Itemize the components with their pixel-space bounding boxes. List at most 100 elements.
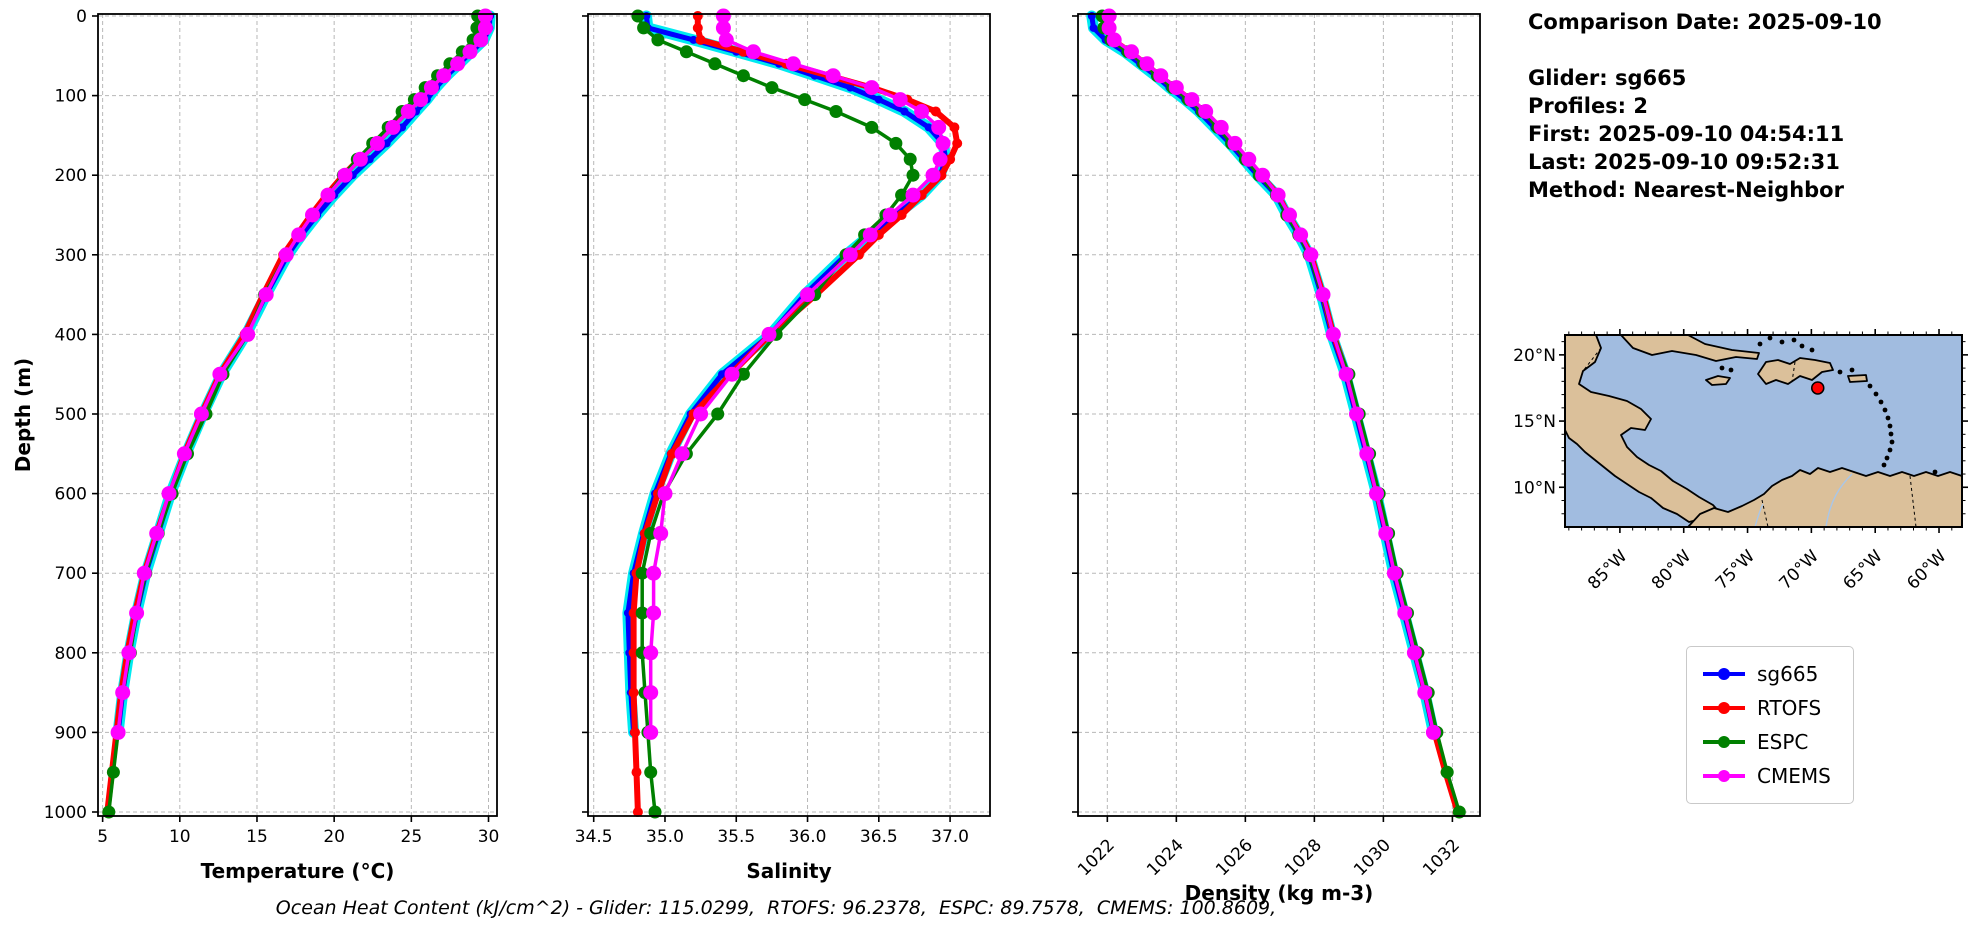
series-line-sg665 [1089,13,1436,735]
series-marker-CMEMS [1101,8,1117,24]
x-tick-label: 35.0 [646,827,684,847]
x-tick-label: 5 [97,827,108,847]
map-lon-label: 70°W [1776,546,1823,593]
interpolation-method: Method: Nearest-Neighbor [1528,178,1844,202]
legend-entry-CMEMS: CMEMS [1701,759,1839,793]
small-island [1837,369,1843,375]
series-marker-CMEMS [882,207,898,223]
series-marker-CMEMS [1406,645,1422,661]
series-marker-CMEMS [193,406,209,422]
series-marker-ESPC [106,765,120,779]
legend-label: sg665 [1757,662,1819,686]
series-marker-ESPC [637,21,651,35]
small-island [1849,367,1855,373]
y-axis-label: Depth (m) [11,358,35,472]
y-tick-label: 1000 [44,803,87,823]
series-marker-CMEMS [800,287,815,303]
series-marker-CMEMS [646,605,662,621]
legend-label: ESPC [1757,730,1809,754]
x-tick-label: 1024 [1143,835,1188,880]
series-marker-CMEMS [369,135,385,151]
series-marker-CMEMS [905,187,921,203]
series-marker-ESPC [708,57,722,71]
y-tick-label: 500 [55,405,87,425]
series-marker-RTOFS [945,154,956,165]
series-marker-ESPC [895,188,909,202]
series-marker-CMEMS [129,605,145,621]
x-axis-label: Temperature (°C) [201,859,395,883]
series-marker-CMEMS [862,227,878,243]
x-tick-label: 1028 [1281,835,1326,880]
series-line-CMEMS [648,14,945,735]
series-marker-CMEMS [1282,207,1297,223]
x-tick-label: 1022 [1074,835,1119,880]
series-marker-RTOFS [628,608,639,618]
series-marker-sg665 [874,95,883,104]
series-marker-CMEMS [1198,104,1214,119]
border-venezuela-guyana [1909,475,1917,528]
x-tick-label: 34.5 [575,827,613,847]
x-tick-label: 35.5 [717,827,755,847]
series-marker-ESPC [889,136,903,150]
series-marker-CMEMS [1101,20,1117,36]
series-marker-RTOFS [632,807,643,817]
comparison-info-block: Comparison Date: 2025-09-10 Glider: sg66… [1528,8,1978,204]
small-island [1779,339,1785,345]
series-marker-CMEMS [1293,227,1309,243]
series-marker-CMEMS [1153,68,1169,84]
legend-label: CMEMS [1757,764,1831,788]
series-marker-ESPC [651,33,665,47]
series-marker-CMEMS [1386,565,1402,581]
series-marker-sg665 [900,107,909,116]
land-central-america [1564,334,1722,524]
glider-name: Glider: sg665 [1528,66,1687,90]
series-marker-CMEMS [1213,119,1229,135]
series-marker-CMEMS [657,486,673,502]
series-marker-CMEMS [914,104,930,119]
land-cuba [1620,334,1760,362]
map-lon-label: 80°W [1648,546,1695,593]
small-island [1791,337,1797,343]
series-marker-CMEMS [385,119,401,135]
legend-line-sample [1703,736,1745,748]
small-island [1887,423,1893,429]
series-marker-CMEMS [842,247,858,263]
plot-frame [587,13,991,817]
small-island [1887,447,1893,453]
small-island [1809,347,1815,353]
land-hispaniola [1757,357,1834,385]
x-tick-label: 25 [401,827,423,847]
x-tick-label: 1030 [1350,835,1395,880]
small-island [1867,383,1873,389]
series-marker-CMEMS [1139,56,1155,72]
series-marker-RTOFS [692,22,703,33]
series-marker-ESPC [903,152,917,166]
river-magdalena [1754,503,1764,528]
series-marker-CMEMS [352,151,368,167]
series-marker-CMEMS [715,20,731,36]
series-marker-CMEMS [212,366,228,382]
series-marker-sg665 [924,123,933,132]
series-marker-RTOFS [628,647,639,658]
legend-marker [1718,770,1730,782]
y-tick-label: 700 [55,564,87,584]
series-marker-CMEMS [149,525,165,541]
series-marker-RTOFS [896,210,907,220]
map-lon-label: 65°W [1839,546,1886,593]
x-tick-label: 15 [246,827,268,847]
series-marker-CMEMS [400,104,416,119]
series-marker-CMEMS [477,20,493,36]
y-tick-label: 100 [55,87,87,107]
x-axis-label: Density (kg m-3) [1185,881,1374,905]
glider-envelope-line [1086,10,1439,738]
series-marker-CMEMS [925,167,941,183]
series-marker-CMEMS [1270,187,1286,203]
series-marker-CMEMS [715,8,731,24]
series-marker-CMEMS [110,724,126,740]
series-marker-CMEMS [1106,32,1122,48]
small-island [1719,365,1725,371]
map-canvas: 85°W 80°W 75°W 70°W 65°W 60°W 20°N 15°N 10°N [1513,329,1968,594]
series-marker-CMEMS [1425,724,1441,740]
series-marker-CMEMS [436,68,452,84]
